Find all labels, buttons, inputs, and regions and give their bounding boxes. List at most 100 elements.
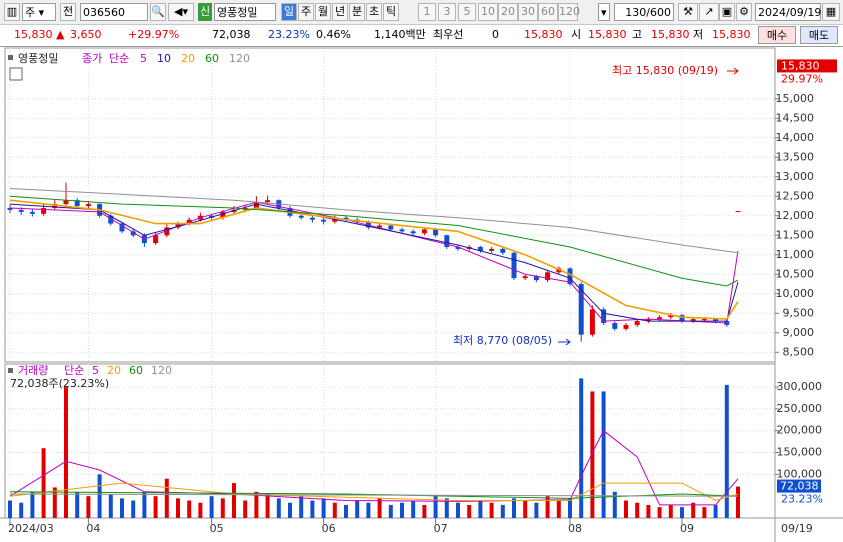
volume-bar <box>187 500 192 518</box>
calendar-button[interactable]: ▦ <box>822 3 840 21</box>
candle-body <box>612 323 618 329</box>
open-label: 시 <box>571 28 582 41</box>
best-label: 최우선 <box>433 28 464 41</box>
volume-bar <box>265 494 270 518</box>
y-tick-label: 14,000 <box>776 131 815 144</box>
period-button[interactable]: 틱 <box>383 3 399 21</box>
legend-label: 종가 <box>82 52 102 65</box>
buy-button[interactable]: 매수 <box>758 26 796 44</box>
y-tick-label: 8,500 <box>783 345 815 358</box>
legend-title: 영풍정밀 <box>18 52 58 65</box>
volume-bar <box>108 494 113 518</box>
candle-body <box>410 231 416 234</box>
candle-body <box>377 225 383 228</box>
legend-grid-icon <box>9 67 23 81</box>
tool-button[interactable]: ⚒ <box>678 3 698 21</box>
candle-body <box>253 202 259 208</box>
legend-entry: 60 <box>205 52 219 65</box>
tool-button[interactable]: ↗ <box>699 3 719 21</box>
candle-body <box>388 225 394 230</box>
interval-button[interactable]: 20 <box>498 3 518 21</box>
candle-body <box>74 200 80 207</box>
legend-label: 단순 <box>109 52 129 65</box>
candle-body <box>701 319 707 321</box>
candle-body <box>164 227 170 236</box>
candle-body <box>18 209 24 212</box>
menu-button[interactable]: ▥ <box>4 3 20 21</box>
volume-bar <box>30 491 35 518</box>
stock-name: 영풍정밀 <box>214 3 276 21</box>
period-button[interactable]: 초 <box>366 3 382 21</box>
interval-button[interactable]: 60 <box>538 3 558 21</box>
change-pct: +29.97% <box>128 28 180 41</box>
period-button[interactable]: 일 <box>281 3 297 21</box>
candle-body <box>500 248 506 253</box>
volume-bar <box>523 500 528 518</box>
candle-body <box>713 319 719 322</box>
high-label: 고 <box>632 28 643 41</box>
volume-bar <box>276 498 281 518</box>
period-button[interactable]: 분 <box>349 3 365 21</box>
prefix-button[interactable]: 전 <box>60 3 76 21</box>
candle-body <box>7 207 13 210</box>
period-button[interactable]: 년 <box>332 3 348 21</box>
sound-button[interactable]: ◀▾ <box>168 3 194 21</box>
volume-bar <box>680 507 684 518</box>
market-select[interactable]: 주 ▾ <box>22 3 56 21</box>
interval-button[interactable]: 1 <box>418 3 436 21</box>
candle-body <box>645 319 651 322</box>
price-value: 15,830 <box>14 28 53 41</box>
sell-button[interactable]: 매도 <box>800 26 838 44</box>
candle-body <box>634 321 640 325</box>
x-tick-label: 06 <box>322 522 336 535</box>
dropdown[interactable]: ▾ <box>598 3 610 21</box>
legend-entry: 20 <box>107 364 121 377</box>
volume-bar <box>131 500 136 518</box>
y-tick-label: 12,000 <box>776 209 815 222</box>
candle-body <box>511 252 517 279</box>
volume-bar <box>164 478 169 518</box>
low: 15,830 <box>712 28 751 41</box>
legend-icon <box>8 55 13 60</box>
interval-button[interactable]: 10 <box>478 3 498 21</box>
interval-button[interactable]: 5 <box>458 3 476 21</box>
candle-body <box>52 204 58 208</box>
candle-body <box>567 268 573 285</box>
current-price-label: 15,830 <box>781 59 820 72</box>
volume-bar <box>713 504 718 518</box>
period-button[interactable]: 월 <box>315 3 331 21</box>
candle-body <box>41 207 47 214</box>
y-tick-label: 13,500 <box>776 150 815 163</box>
interval-button[interactable]: 30 <box>518 3 538 21</box>
y-tick-label: 13,000 <box>776 170 815 183</box>
volume-bar <box>97 474 102 518</box>
volume-ma-line <box>9 491 739 499</box>
ask: 15,830 <box>524 28 563 41</box>
candle-body <box>522 276 528 279</box>
candle-body <box>175 223 181 228</box>
volume-bar <box>456 502 460 518</box>
y-tick-label: 11,500 <box>776 228 815 241</box>
x-tick-label: 05 <box>210 522 224 535</box>
settings-button[interactable]: ⚙ <box>736 3 752 21</box>
y-tick-label: 100,000 <box>777 467 823 480</box>
volume-bar <box>52 487 57 518</box>
current-volume-tag <box>777 479 821 493</box>
interval-button[interactable]: 3 <box>438 3 456 21</box>
volume-bar <box>601 391 606 518</box>
volume-bar <box>142 491 147 518</box>
volume-bar <box>377 498 382 518</box>
annotation-high: 최고 15,830 (09/19) <box>612 64 718 77</box>
count-input[interactable]: 130/600 <box>614 3 674 21</box>
interval-button[interactable]: 120 <box>558 3 580 21</box>
period-button[interactable]: 주 <box>298 3 314 21</box>
save-button[interactable]: ▣ <box>719 3 735 21</box>
candle-body <box>477 246 483 251</box>
candle-body <box>365 221 371 228</box>
search-button[interactable]: 🔍 <box>150 3 166 21</box>
date-input[interactable]: 2024/09/19 <box>755 3 821 21</box>
x-tick-label: 08 <box>568 522 582 535</box>
legend-entry: 120 <box>151 364 172 377</box>
code-input[interactable]: 036560 <box>80 3 148 21</box>
ma-line <box>9 195 739 287</box>
